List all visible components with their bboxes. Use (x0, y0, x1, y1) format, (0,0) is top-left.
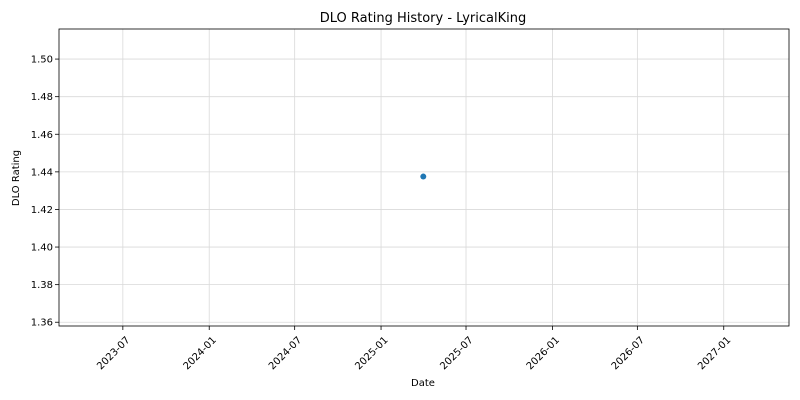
x-tick-label: 2026-07 (610, 335, 647, 372)
plot-frame (58, 28, 790, 327)
x-tick-label: 2023-07 (95, 335, 132, 372)
x-tick-label: 2025-07 (438, 335, 475, 372)
y-tick-label: 1.48 (31, 92, 53, 103)
data-points (420, 173, 427, 180)
x-tick-label: 2024-01 (182, 335, 219, 372)
y-tick-label: 1.36 (31, 318, 53, 329)
y-tick-label: 1.38 (31, 280, 53, 291)
x-tick-label: 2025-01 (353, 335, 390, 372)
y-axis-ticks: 1.36 1.38 1.40 1.42 1.44 1.46 1.48 1.50 (31, 55, 59, 329)
x-tick-label: 2026-01 (525, 335, 562, 372)
y-tick-label: 1.40 (31, 243, 53, 254)
y-tick-label: 1.50 (31, 55, 53, 66)
y-tick-label: 1.44 (31, 167, 53, 178)
x-axis-ticks: 2023-07 2024-01 2024-07 2025-01 2025-07 2026-… (95, 326, 733, 372)
x-tick-label: 2024-07 (267, 335, 304, 372)
chart-title: DLO Rating History - LyricalKing (320, 11, 526, 26)
data-point (420, 173, 427, 180)
y-axis-label: DLO Rating (11, 150, 22, 206)
y-tick-label: 1.46 (31, 130, 53, 141)
x-tick-label: 2027-01 (696, 335, 733, 372)
y-tick-label: 1.42 (31, 205, 53, 216)
x-axis-label: Date (411, 378, 435, 389)
grid-lines (59, 29, 789, 326)
